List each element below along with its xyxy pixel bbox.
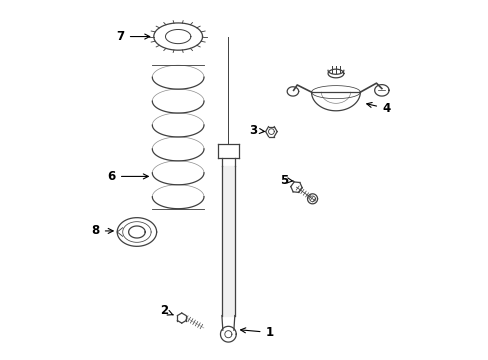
Text: 3: 3	[249, 124, 264, 137]
Text: 5: 5	[279, 174, 293, 186]
Text: 6: 6	[107, 170, 148, 183]
Text: 1: 1	[240, 326, 273, 339]
Text: 4: 4	[366, 102, 389, 115]
Text: 8: 8	[91, 224, 113, 238]
Text: 2: 2	[160, 305, 173, 318]
Text: 7: 7	[117, 30, 149, 43]
